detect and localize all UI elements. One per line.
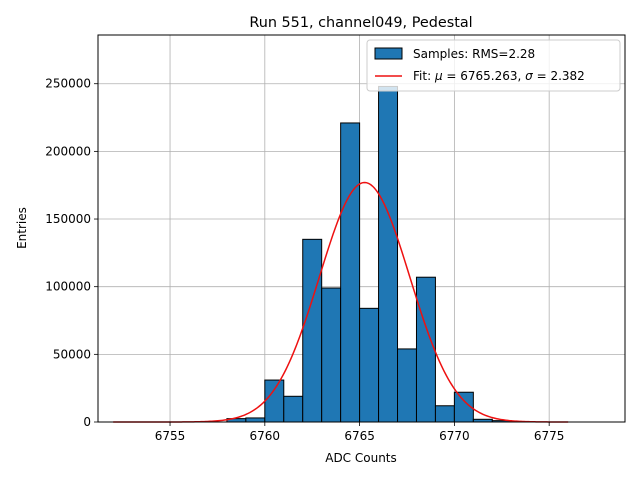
legend-box <box>366 39 621 92</box>
histogram-bar <box>321 287 342 423</box>
y-tick-label: 250000 <box>45 77 91 91</box>
histogram-bar <box>397 348 417 423</box>
histogram-bar <box>434 405 455 423</box>
x-tick-label: 6775 <box>534 429 565 443</box>
x-tick-label: 6755 <box>155 429 186 443</box>
y-axis-ticks: 0 50000 100000 150000 200000 250000 <box>45 77 98 429</box>
legend-histogram-swatch <box>374 47 403 60</box>
x-axis-ticks: 6755 6760 6765 6770 6775 <box>155 422 565 443</box>
legend: Samples: RMS=2.28 Fit: μ = 6765.263, σ =… <box>366 39 621 92</box>
histogram-bar <box>264 379 285 423</box>
x-tick-label: 6765 <box>344 429 375 443</box>
histogram-bar <box>245 417 266 423</box>
y-tick-label: 100000 <box>45 280 91 294</box>
x-axis-label: ADC Counts <box>325 451 397 465</box>
y-tick-label: 200000 <box>45 144 91 158</box>
histogram-bar <box>415 276 436 423</box>
x-tick-label: 6760 <box>250 429 281 443</box>
histogram-bar <box>283 395 304 423</box>
histogram-bar <box>359 307 380 423</box>
legend-histogram-label: Samples: RMS=2.28 <box>413 47 535 61</box>
histogram-bar <box>340 122 361 423</box>
plot-frame <box>97 34 626 423</box>
histogram-bar <box>378 85 399 423</box>
x-tick-label: 6770 <box>439 429 470 443</box>
y-tick-label: 50000 <box>53 347 91 361</box>
y-axis-label: Entries <box>15 207 29 249</box>
histogram-bar <box>302 238 323 423</box>
y-tick-label: 150000 <box>45 212 91 226</box>
legend-fit-label: Fit: μ = 6765.263, σ = 2.382 <box>413 69 585 83</box>
chart-title: Run 551, channel049, Pedestal <box>249 15 472 31</box>
y-tick-label: 0 <box>83 415 91 429</box>
